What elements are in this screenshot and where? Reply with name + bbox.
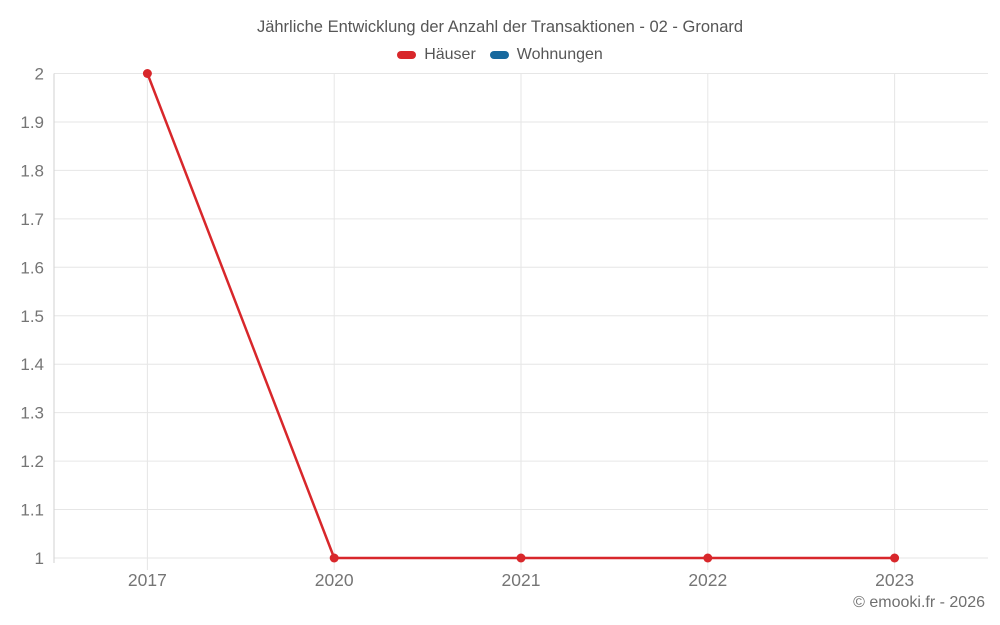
x-tick-label: 2023 [875,570,914,590]
legend-label-haeuser: Häuser [424,46,476,63]
data-point-häuser-2017[interactable] [142,69,152,78]
legend-label-wohnungen: Wohnungen [516,46,603,63]
y-tick-label: 1.2 [20,452,44,471]
y-tick-label: 1 [35,549,44,568]
chart-title: Jährliche Entwicklung der Anzahl der Tra… [256,18,744,36]
y-tick-label: 1.8 [20,161,44,180]
chart-legend: Häuser Wohnungen [0,46,1000,64]
legend-swatch-wohnungen-icon [489,51,509,59]
y-tick-label: 1.5 [20,307,44,326]
y-tick-label: 1.9 [20,113,44,132]
legend-swatch-haeuser-icon [397,51,417,59]
copyright-footer: © emooki.fr - 2026 [853,594,985,611]
y-tick-label: 1.1 [20,501,44,520]
legend-item-wohnungen[interactable]: Wohnungen [489,46,603,64]
x-tick-label: 2021 [502,570,541,590]
y-tick-label: 1.6 [20,258,44,277]
x-tick-label: 2022 [688,570,727,590]
data-point-häuser-2021[interactable] [516,553,526,563]
y-tick-label: 1.7 [20,210,44,229]
y-tick-label: 1.3 [20,404,44,423]
data-point-häuser-2020[interactable] [329,553,339,563]
x-tick-label: 2020 [315,570,354,590]
legend-item-haeuser[interactable]: Häuser [397,46,476,64]
x-tick-label: 2017 [128,570,167,590]
y-tick-label: 1.4 [20,355,44,374]
data-point-häuser-2022[interactable] [703,553,713,563]
y-tick-label: 2 [35,65,44,84]
data-point-häuser-2023[interactable] [890,553,900,563]
